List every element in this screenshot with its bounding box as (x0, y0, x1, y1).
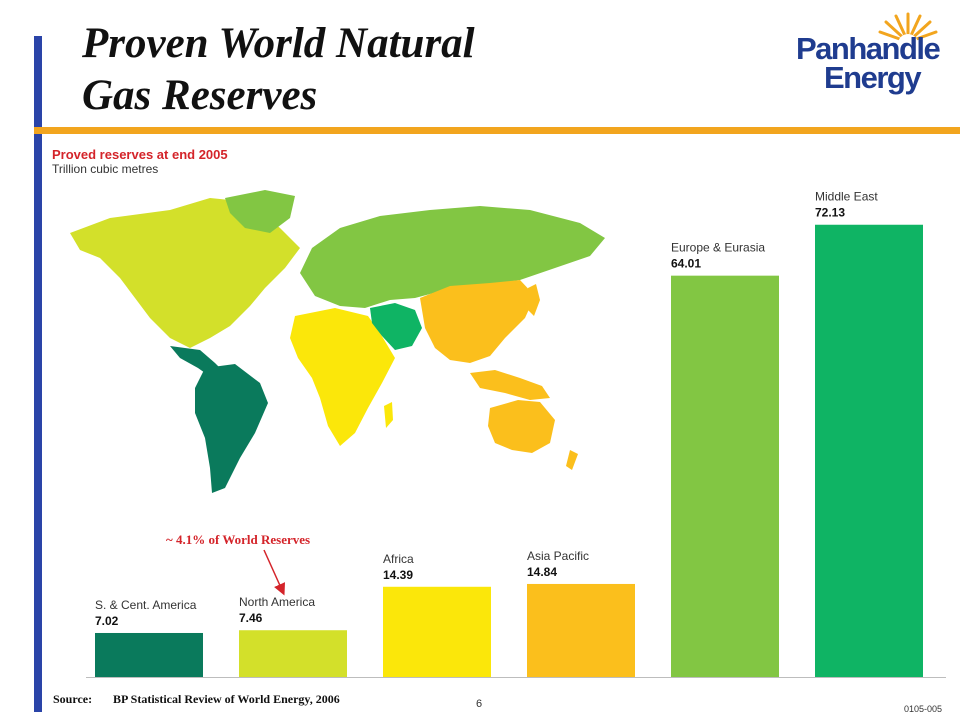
value-label-3: 14.84 (527, 565, 557, 579)
world-map (70, 190, 605, 493)
category-label-2: Africa (383, 552, 414, 566)
category-label-3: Asia Pacific (527, 549, 589, 563)
bar-4 (671, 275, 779, 677)
annotation-arrow (263, 549, 286, 596)
bar-0 (95, 632, 203, 677)
value-label-0: 7.02 (95, 614, 119, 628)
source-label: Source: (53, 692, 93, 706)
map-region-north-america (70, 198, 300, 348)
annotation-label: ~ 4.1% of World Reserves (166, 532, 311, 547)
slide-title-line-1: Proven World Natural (82, 20, 475, 67)
logo-line-1: Panhandle (796, 31, 941, 66)
slide-title-line-2: Gas Reserves (82, 72, 318, 119)
chart-title: Proved reserves at end 2005 (52, 147, 228, 162)
map-region-se-asia-islands (470, 370, 550, 400)
bar-2 (383, 586, 491, 677)
map-region-africa (290, 308, 395, 446)
bar-5 (815, 224, 923, 677)
category-label-4: Europe & Eurasia (671, 241, 765, 255)
bar-1 (239, 630, 347, 677)
category-label-1: North America (239, 595, 315, 609)
left-accent-bar (34, 36, 42, 712)
map-region-south-america (195, 364, 268, 493)
title-divider (34, 127, 960, 134)
sun-icon (878, 12, 938, 44)
logo-line-2: Energy (824, 60, 922, 95)
document-code: 0105-005 (904, 704, 943, 714)
map-region-asia-pacific (420, 280, 535, 363)
map-region-middle-east (370, 303, 422, 350)
map-region-greenland (225, 190, 295, 233)
logo-wordmark: Panhandle Energy (796, 31, 946, 95)
source-text: BP Statistical Review of World Energy, 2… (113, 692, 340, 706)
category-label-5: Middle East (815, 190, 878, 204)
page-number: 6 (476, 698, 483, 710)
value-label-1: 7.46 (239, 611, 263, 625)
map-region-europe-eurasia (300, 206, 605, 308)
map-region-madagascar (384, 402, 393, 428)
map-region-japan (528, 284, 540, 316)
chart-subtitle: Trillion cubic metres (52, 162, 159, 176)
map-region-new-zealand (566, 450, 578, 470)
value-label-5: 72.13 (815, 206, 845, 220)
map-region-australia (488, 400, 555, 453)
slide-title: Proven World Natural Gas Reserves (82, 18, 682, 122)
value-label-2: 14.39 (383, 568, 413, 582)
value-label-4: 64.01 (671, 257, 701, 271)
bar-3 (527, 583, 635, 677)
category-label-0: S. & Cent. America (95, 598, 197, 612)
panhandle-energy-logo: Panhandle Energy (796, 10, 946, 96)
reserves-bar-chart: S. & Cent. America 7.02 North America 7.46 A… (86, 190, 946, 678)
